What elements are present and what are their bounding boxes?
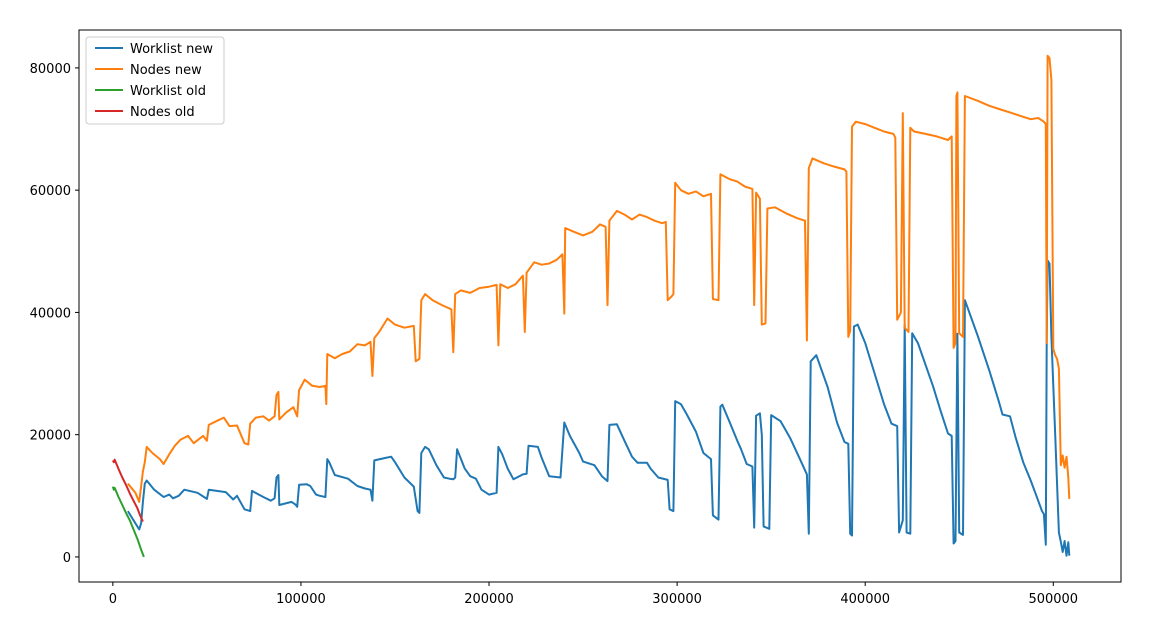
x-tick-label: 500000	[1028, 592, 1078, 607]
legend-label-1: Nodes new	[130, 63, 202, 78]
plot-frame	[78, 29, 1122, 583]
x-axis: 0 100000 200000 300000 400000 500000	[109, 582, 1078, 607]
legend: Worklist new Nodes new Worklist old Nodes…	[85, 36, 225, 125]
series-line-0	[127, 259, 1071, 557]
x-tick-label: 400000	[840, 592, 890, 607]
series-line-1	[127, 54, 1071, 503]
y-tick-label: 60000	[30, 184, 71, 199]
y-tick-label: 0	[63, 551, 71, 566]
y-axis: 0 20000 40000 60000 80000	[30, 62, 79, 566]
legend-box	[85, 36, 225, 125]
series-line-2	[111, 486, 145, 558]
y-tick-label: 20000	[30, 429, 71, 444]
x-tick-label: 0	[109, 592, 117, 607]
y-tick-label: 80000	[30, 62, 71, 77]
plot-lines	[111, 54, 1071, 558]
legend-label-2: Worklist old	[130, 84, 206, 99]
x-tick-label: 200000	[464, 592, 514, 607]
series-line-3	[112, 458, 144, 522]
x-tick-label: 300000	[652, 592, 702, 607]
legend-label-3: Nodes old	[130, 105, 195, 120]
y-tick-label: 40000	[30, 306, 71, 321]
legend-label-0: Worklist new	[130, 42, 213, 57]
x-tick-label: 100000	[276, 592, 326, 607]
